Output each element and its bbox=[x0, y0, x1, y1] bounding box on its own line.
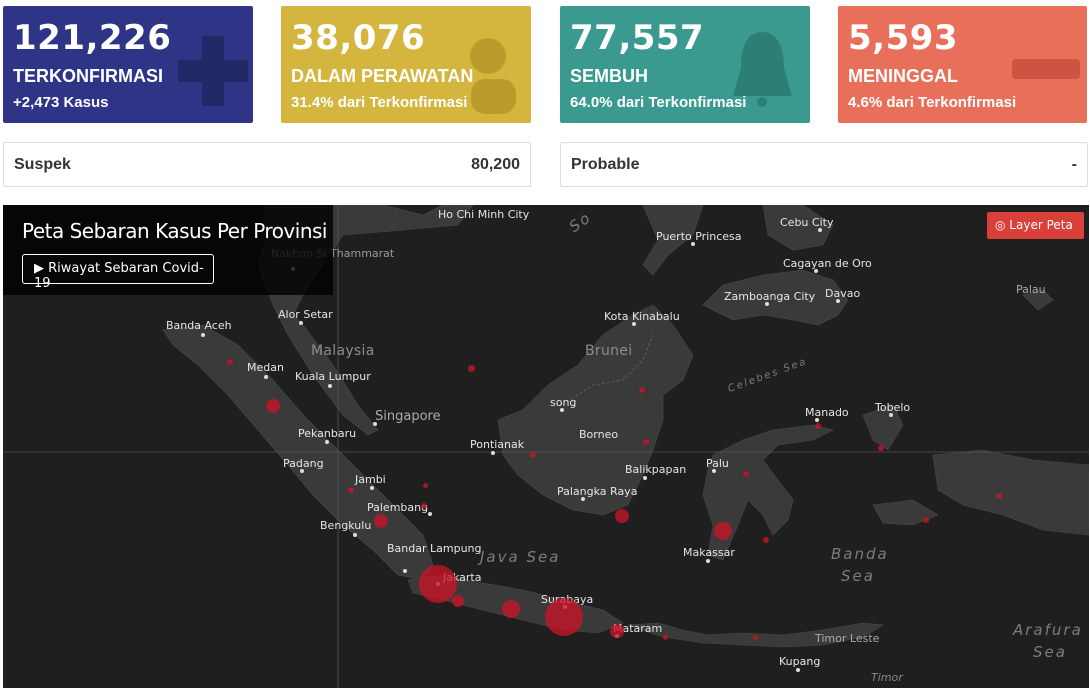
history-button[interactable]: ▶ Riwayat Sebaran Covid-19 bbox=[22, 254, 214, 291]
layer-button[interactable]: ◎ Layer Peta bbox=[987, 212, 1084, 239]
place-label: Timor Leste bbox=[815, 632, 880, 645]
place-label: Banda Aceh bbox=[166, 319, 232, 332]
place-label: Mataram bbox=[613, 622, 663, 635]
bell-icon bbox=[733, 32, 792, 107]
place-label: Borneo bbox=[579, 428, 619, 441]
card-confirmed: 121,226 TERKONFIRMASI +2,473 Kasus bbox=[3, 6, 253, 123]
place-label: Tobelo bbox=[875, 401, 911, 414]
place-label: Puerto Princesa bbox=[656, 230, 742, 243]
confirmed-label: TERKONFIRMASI bbox=[13, 66, 163, 86]
card-deaths: 5,593 MENINGGAL 4.6% dari Terkonfirmasi bbox=[838, 6, 1087, 123]
place-label: Bandar Lampung bbox=[387, 542, 482, 555]
place-label: Ho Chi Minh City bbox=[438, 208, 530, 221]
place-label: Makassar bbox=[683, 546, 735, 559]
place-label: Timor bbox=[871, 671, 903, 684]
probable-value: - bbox=[1071, 156, 1077, 173]
place-label: Palangka Raya bbox=[557, 485, 638, 498]
in-care-sub: 31.4% dari Terkonfirmasi bbox=[291, 94, 468, 111]
place-label: Zamboanga City bbox=[724, 290, 816, 303]
deaths-sub: 4.6% dari Terkonfirmasi bbox=[848, 94, 1017, 111]
place-label: Alor Setar bbox=[278, 308, 333, 321]
patient-icon bbox=[470, 38, 516, 114]
recovered-label: SEMBUH bbox=[570, 66, 649, 86]
place-label: Kupang bbox=[779, 655, 821, 668]
place-label: Pekanbaru bbox=[298, 427, 357, 440]
recovered-count: 77,557 bbox=[570, 18, 705, 58]
place-label: Singapore bbox=[375, 409, 441, 424]
place-label: Padang bbox=[283, 457, 324, 470]
map-title: Peta Sebaran Kasus Per Provinsi bbox=[22, 219, 327, 243]
confirmed-count: 121,226 bbox=[13, 18, 172, 58]
place-label: Bengkulu bbox=[320, 519, 372, 532]
country-label: Brunei bbox=[585, 343, 633, 359]
map-info-panel: Peta Sebaran Kasus Per Provinsi ▶ Riwaya… bbox=[3, 205, 333, 295]
place-label: Balikpapan bbox=[625, 463, 687, 476]
country-label: Malaysia bbox=[311, 343, 375, 359]
case-map[interactable]: Ho Chi Minh City Nakhon Si Thammarat Ban… bbox=[3, 205, 1089, 688]
place-label: Medan bbox=[247, 361, 284, 374]
place-label: Cagayan de Oro bbox=[783, 257, 872, 270]
layer-button-label: Layer Peta bbox=[1009, 218, 1073, 232]
sea-label: Arafura bbox=[1013, 621, 1083, 639]
sea-label: Java Sea bbox=[480, 548, 561, 566]
deaths-count: 5,593 bbox=[848, 18, 959, 58]
card-in-care: 38,076 DALAM PERAWATAN 31.4% dari Terkon… bbox=[281, 6, 531, 123]
place-label: Palau bbox=[1016, 283, 1046, 296]
recovered-sub: 64.0% dari Terkonfirmasi bbox=[570, 94, 747, 111]
layers-icon: ◎ bbox=[995, 218, 1010, 232]
plus-icon bbox=[178, 36, 248, 106]
minus-icon bbox=[1012, 59, 1080, 79]
suspect-box: Suspek 80,200 bbox=[3, 142, 531, 187]
probable-box: Probable - bbox=[560, 142, 1088, 187]
sea-label: Sea bbox=[841, 567, 875, 585]
in-care-label: DALAM PERAWATAN bbox=[291, 66, 474, 86]
place-label: Pontianak bbox=[470, 438, 525, 451]
deaths-label: MENINGGAL bbox=[848, 66, 958, 86]
probable-label: Probable bbox=[571, 156, 640, 173]
place-label: Cebu City bbox=[780, 216, 834, 229]
place-label: Palu bbox=[706, 457, 729, 470]
confirmed-sub: +2,473 Kasus bbox=[13, 94, 109, 111]
place-label: Manado bbox=[805, 406, 849, 419]
place-label: Kota Kinabalu bbox=[604, 310, 680, 323]
sea-label: Sea bbox=[1033, 643, 1067, 661]
place-label: Jambi bbox=[355, 473, 386, 486]
sea-label: Banda bbox=[831, 545, 889, 563]
suspect-value: 80,200 bbox=[471, 156, 520, 173]
in-care-count: 38,076 bbox=[291, 18, 426, 58]
place-label: Kuala Lumpur bbox=[295, 370, 371, 383]
card-recovered: 77,557 SEMBUH 64.0% dari Terkonfirmasi bbox=[560, 6, 810, 123]
place-label: Davao bbox=[825, 287, 861, 300]
place-label: song bbox=[550, 396, 577, 409]
place-label: Palembang bbox=[367, 501, 429, 514]
suspect-label: Suspek bbox=[14, 156, 71, 173]
